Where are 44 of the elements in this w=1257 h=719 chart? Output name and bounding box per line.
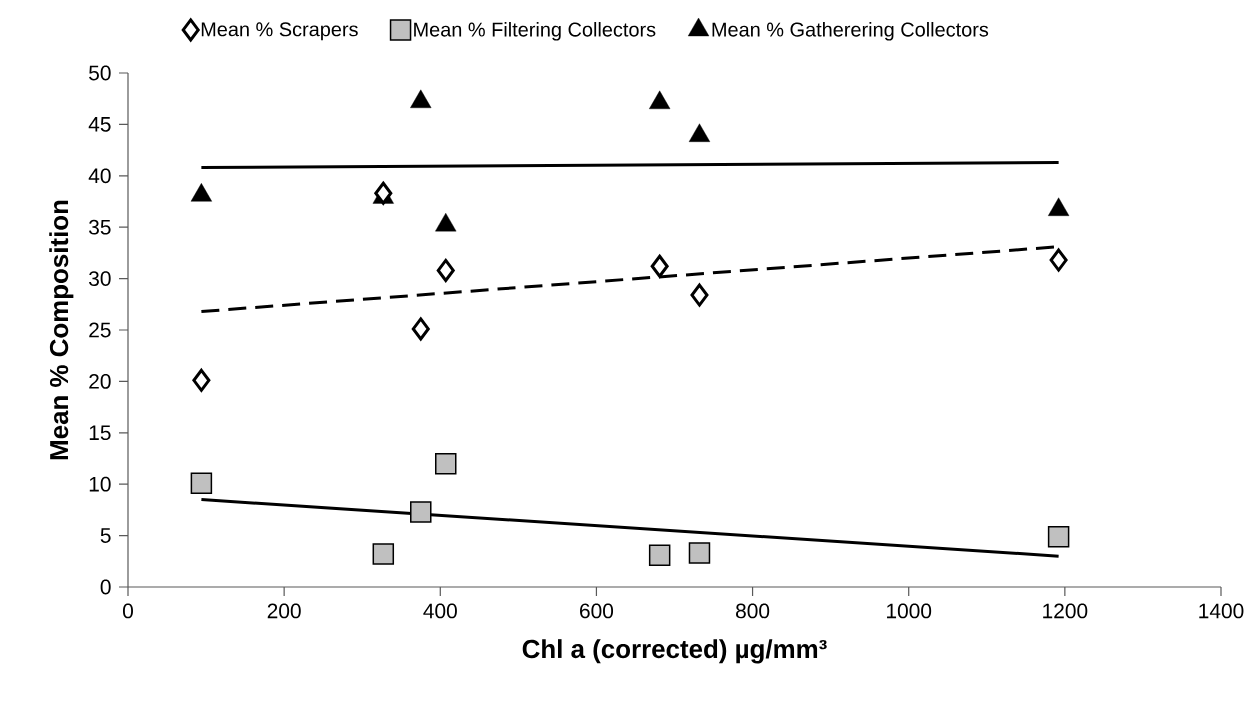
- x-tick-label: 1200: [1043, 603, 1088, 619]
- point: [436, 258, 455, 282]
- y-axis-title: Mean % Composition: [49, 200, 74, 460]
- y-tick-label: 45: [88, 117, 111, 132]
- y-tick-label: 50: [89, 65, 111, 81]
- x-tick-label: 800: [736, 603, 770, 619]
- point: [688, 542, 711, 564]
- y-tick-label: 0: [100, 579, 111, 595]
- point: [374, 181, 393, 205]
- point: [410, 501, 432, 523]
- x-tick-label: 1000: [887, 603, 932, 619]
- y-tick-label: 25: [89, 322, 111, 338]
- point: [1048, 197, 1070, 216]
- legend-label: Mean % Gatherering Collectors: [712, 22, 989, 41]
- point: [410, 89, 432, 108]
- point: [650, 254, 669, 278]
- point: [190, 183, 212, 202]
- y-tick-label: 35: [89, 219, 111, 235]
- legend-label: Mean % Scrapers: [201, 22, 358, 41]
- x-axis-title: Chl a (corrected) µg/mm³: [522, 639, 827, 664]
- point: [688, 123, 711, 142]
- x-tick-label: 200: [267, 603, 301, 619]
- point: [435, 452, 457, 475]
- x-tick-label: 0: [122, 603, 133, 619]
- x-tick-label: 400: [423, 603, 457, 619]
- point: [690, 283, 709, 307]
- point: [648, 544, 671, 566]
- x-tick-label: 600: [580, 603, 614, 619]
- y-tick-label: 10: [89, 476, 111, 492]
- point: [435, 212, 457, 232]
- legend-label: Mean % Filtering Collectors: [414, 22, 656, 41]
- point: [190, 472, 213, 494]
- y-tick-label: 5: [100, 528, 111, 543]
- y-tick-label: 15: [89, 425, 111, 441]
- point: [1049, 248, 1068, 272]
- point: [411, 317, 430, 341]
- point: [1047, 525, 1070, 548]
- y-tick-label: 30: [89, 271, 111, 286]
- y-tick-label: 40: [88, 168, 111, 184]
- y-tick-label: 20: [89, 373, 111, 389]
- x-tick-label: 1400: [1199, 603, 1244, 619]
- point: [192, 368, 211, 392]
- point: [649, 90, 671, 110]
- point: [372, 543, 395, 565]
